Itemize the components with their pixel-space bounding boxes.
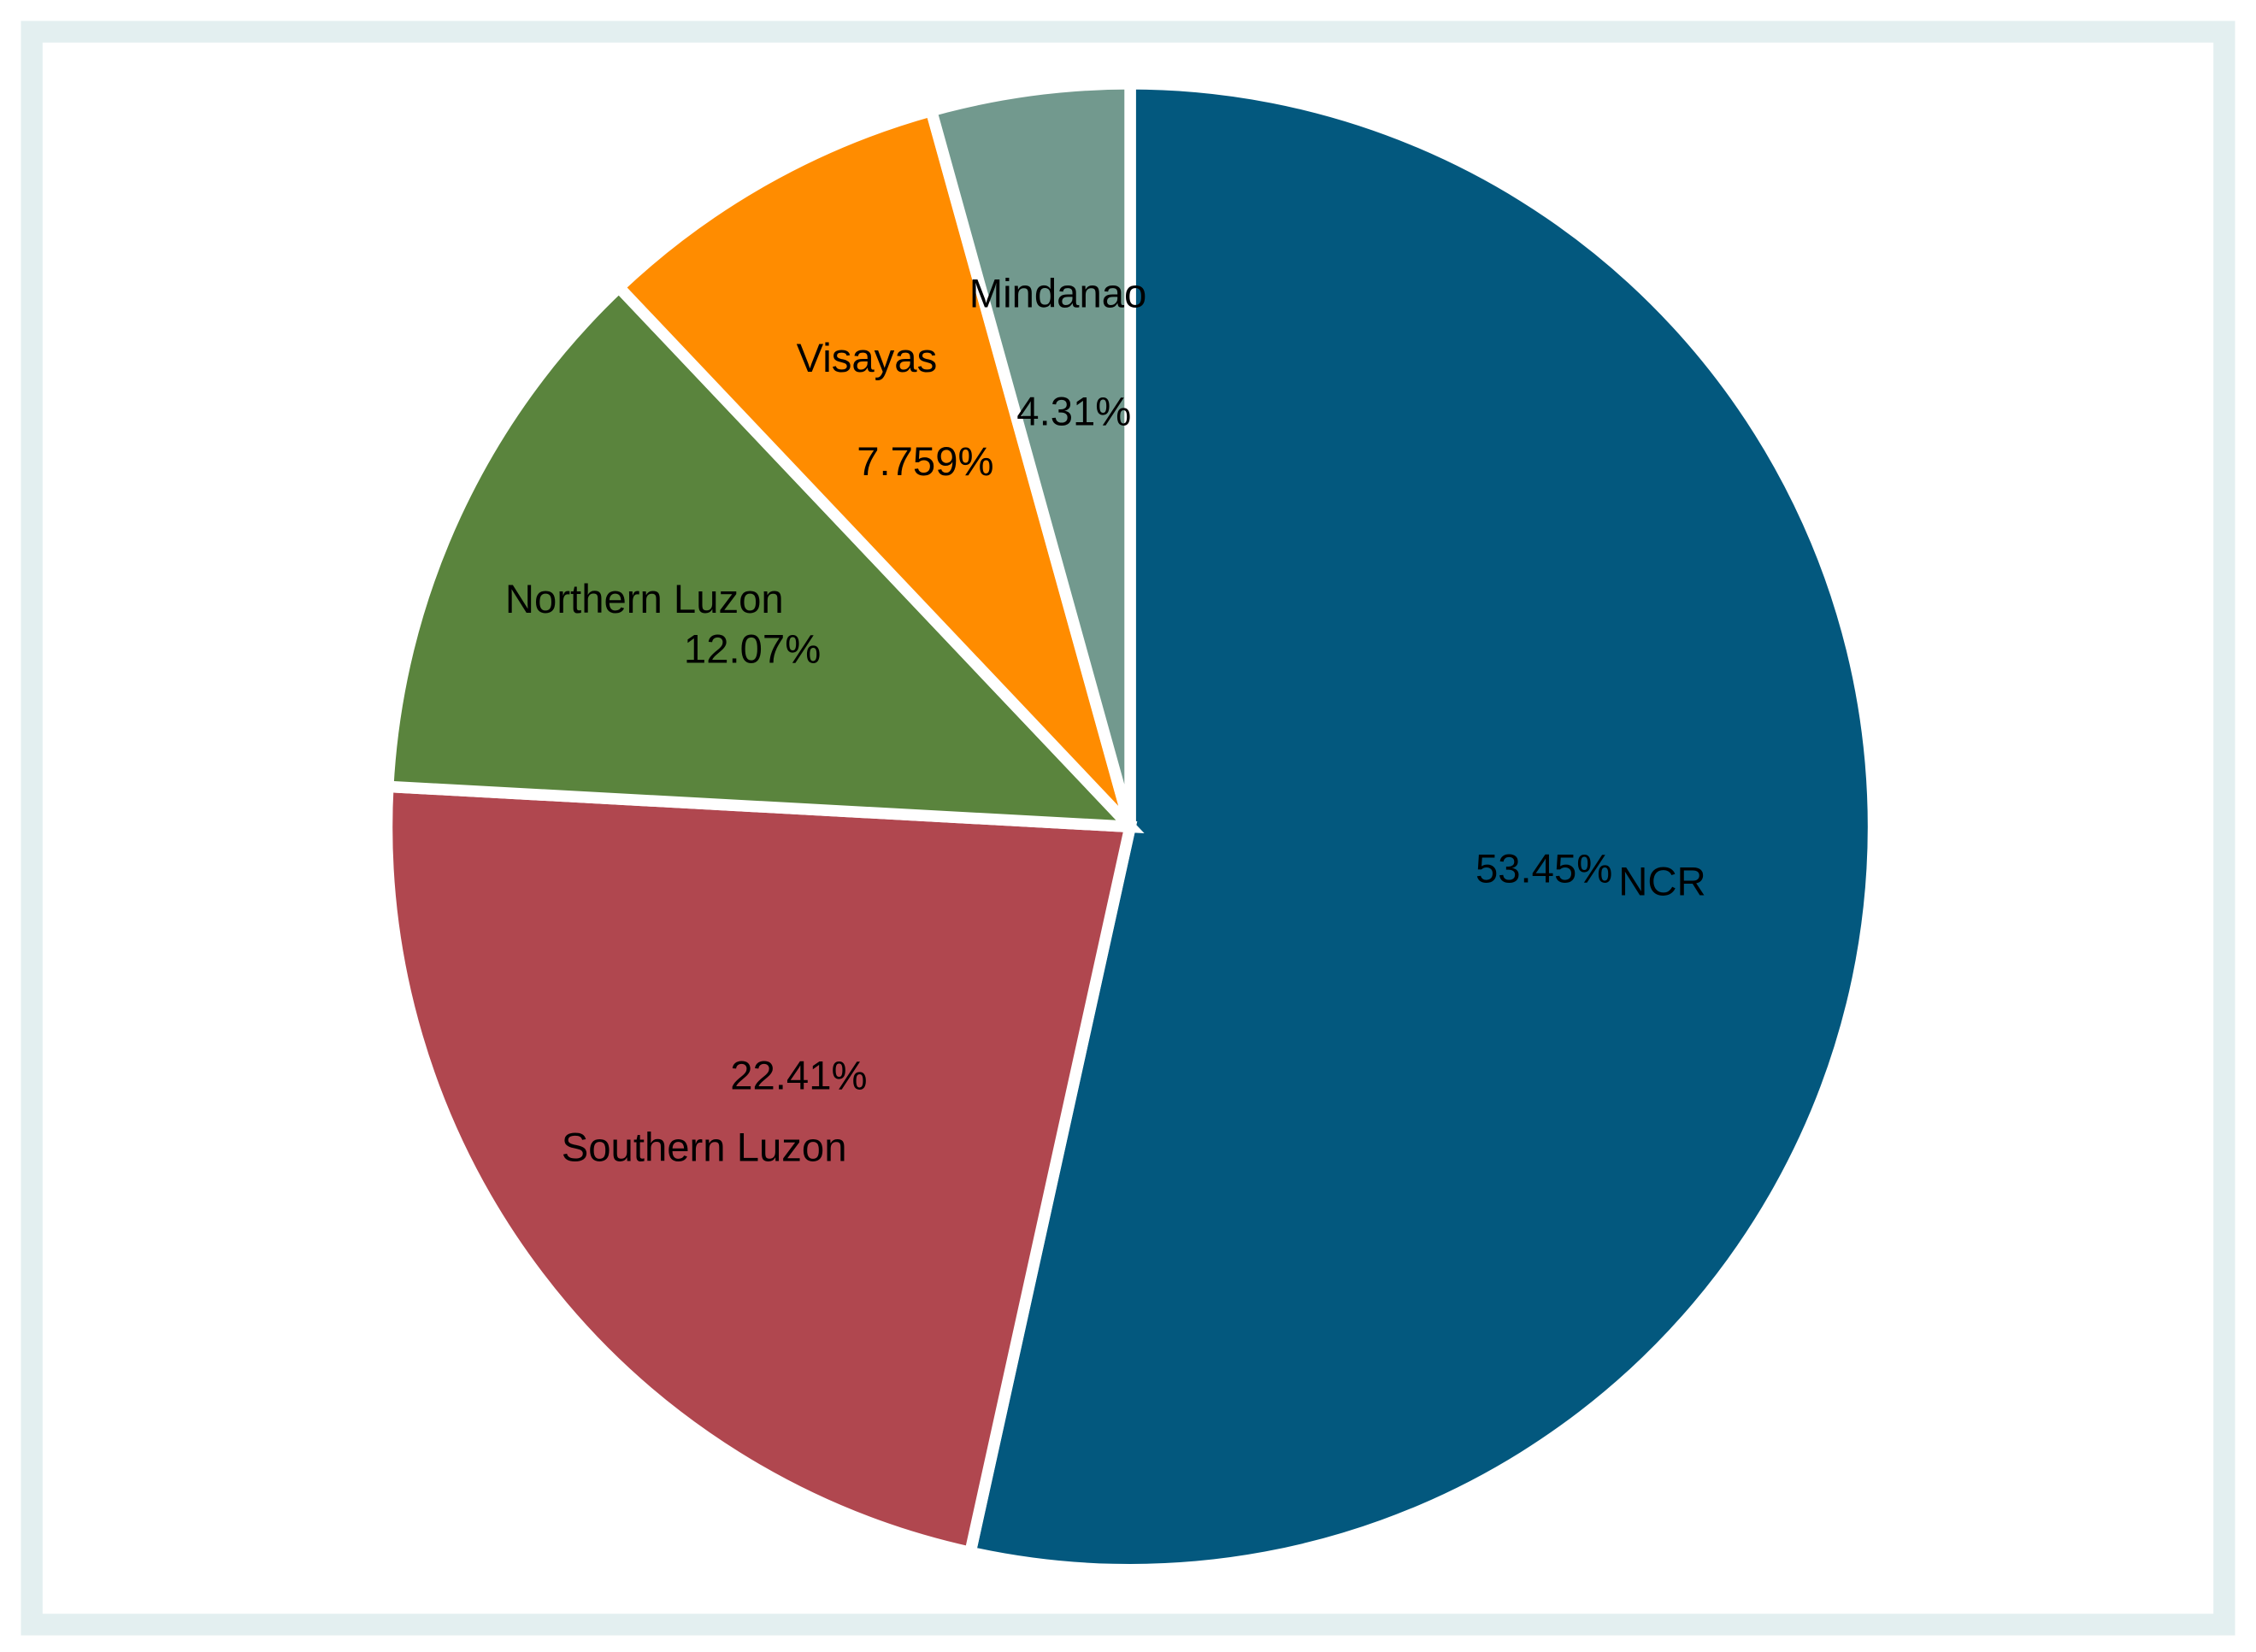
pie-slice [381,279,1145,834]
value-label: 4.31% [1016,389,1131,434]
value-label: 53.45% [1476,847,1612,892]
value-label: 12.07% [684,626,821,672]
pie-slice [924,78,1136,829]
value-label: 22.41% [730,1053,867,1098]
slice-label: Southern Luzon [562,1126,847,1171]
pie-slice [963,78,1880,1576]
value-label: 7.759% [857,439,993,485]
pie-slice [380,780,1138,1560]
slice-label: Northern Luzon [505,577,784,622]
slice-label: Visayas [797,336,938,381]
slice-label: Mindanao [969,272,1147,317]
pie-slice [610,103,1136,831]
slice-label: NCR [1618,860,1705,905]
pie: 53.45% NCR 22.41% Southern Luzon 12.07%North… [380,78,1880,1576]
